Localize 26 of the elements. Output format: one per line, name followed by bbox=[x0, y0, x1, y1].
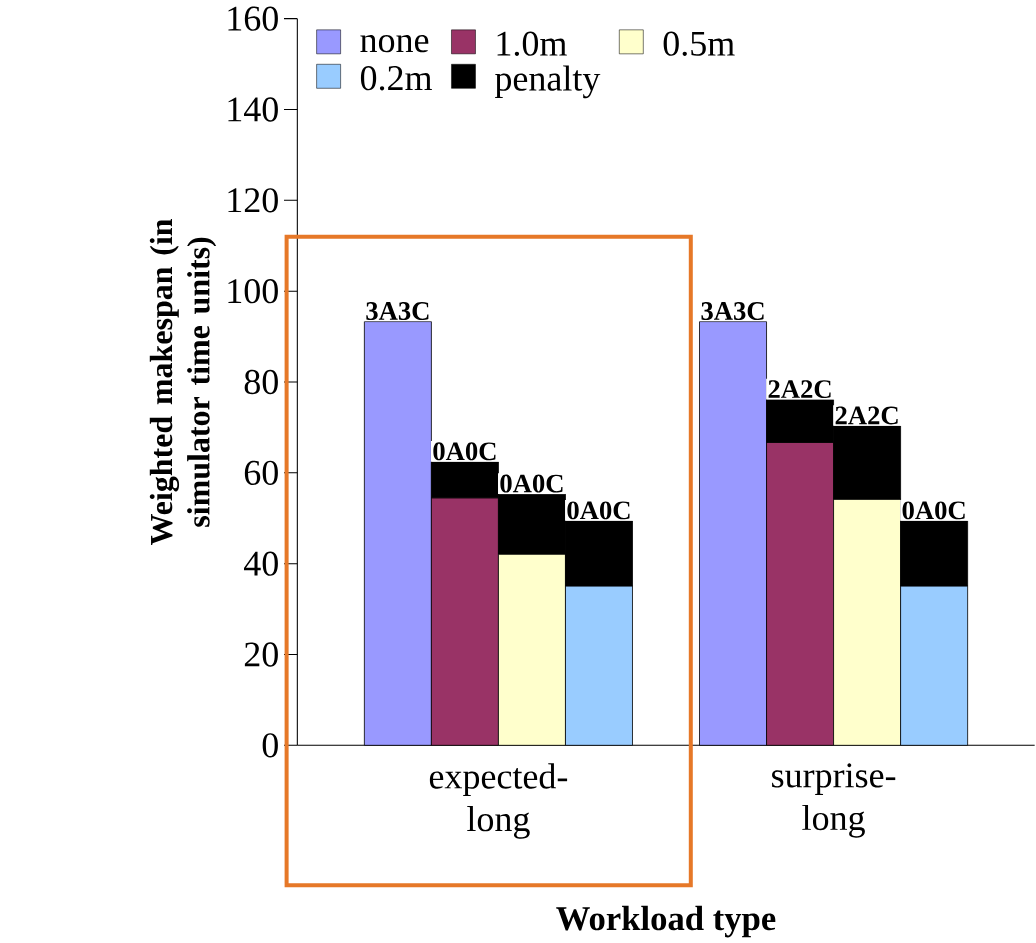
text: surprise-long bbox=[772, 763, 896, 838]
text: expected-long bbox=[429, 763, 568, 839]
annotation: 3A3C bbox=[366, 302, 429, 321]
legend-label: 0.2m bbox=[360, 66, 432, 91]
annotation: 0A0C bbox=[500, 474, 563, 493]
y-tick-label: 0 bbox=[262, 733, 278, 758]
legend-label: none bbox=[360, 35, 429, 53]
x-axis-title: Workload type bbox=[556, 906, 776, 938]
legend-label: penalty bbox=[495, 65, 601, 99]
y-tick-label: 80 bbox=[244, 370, 278, 395]
y-tick-label: 160 bbox=[228, 6, 278, 31]
annotation: 2A2C bbox=[768, 380, 831, 399]
annotation: 0A0C bbox=[902, 501, 965, 520]
y-tick-label: 120 bbox=[228, 188, 278, 213]
y-axis-title: Weighted makespan (in simulator time units) bbox=[149, 219, 217, 546]
annotation: 0A0C bbox=[433, 442, 496, 461]
y-tick-label: 40 bbox=[244, 551, 278, 576]
y-tick-label: 140 bbox=[228, 97, 278, 122]
y-tick-label: 100 bbox=[228, 279, 278, 304]
y-tick-label: 60 bbox=[244, 460, 278, 486]
legend-label: 0.5m bbox=[663, 31, 735, 57]
annotation: 2A2C bbox=[835, 406, 898, 425]
annotation: 3A3C bbox=[701, 302, 764, 321]
annotation: 0A0C bbox=[567, 501, 630, 520]
legend-label: 1.0m bbox=[497, 31, 567, 57]
y-tick-label: 20 bbox=[244, 642, 278, 667]
